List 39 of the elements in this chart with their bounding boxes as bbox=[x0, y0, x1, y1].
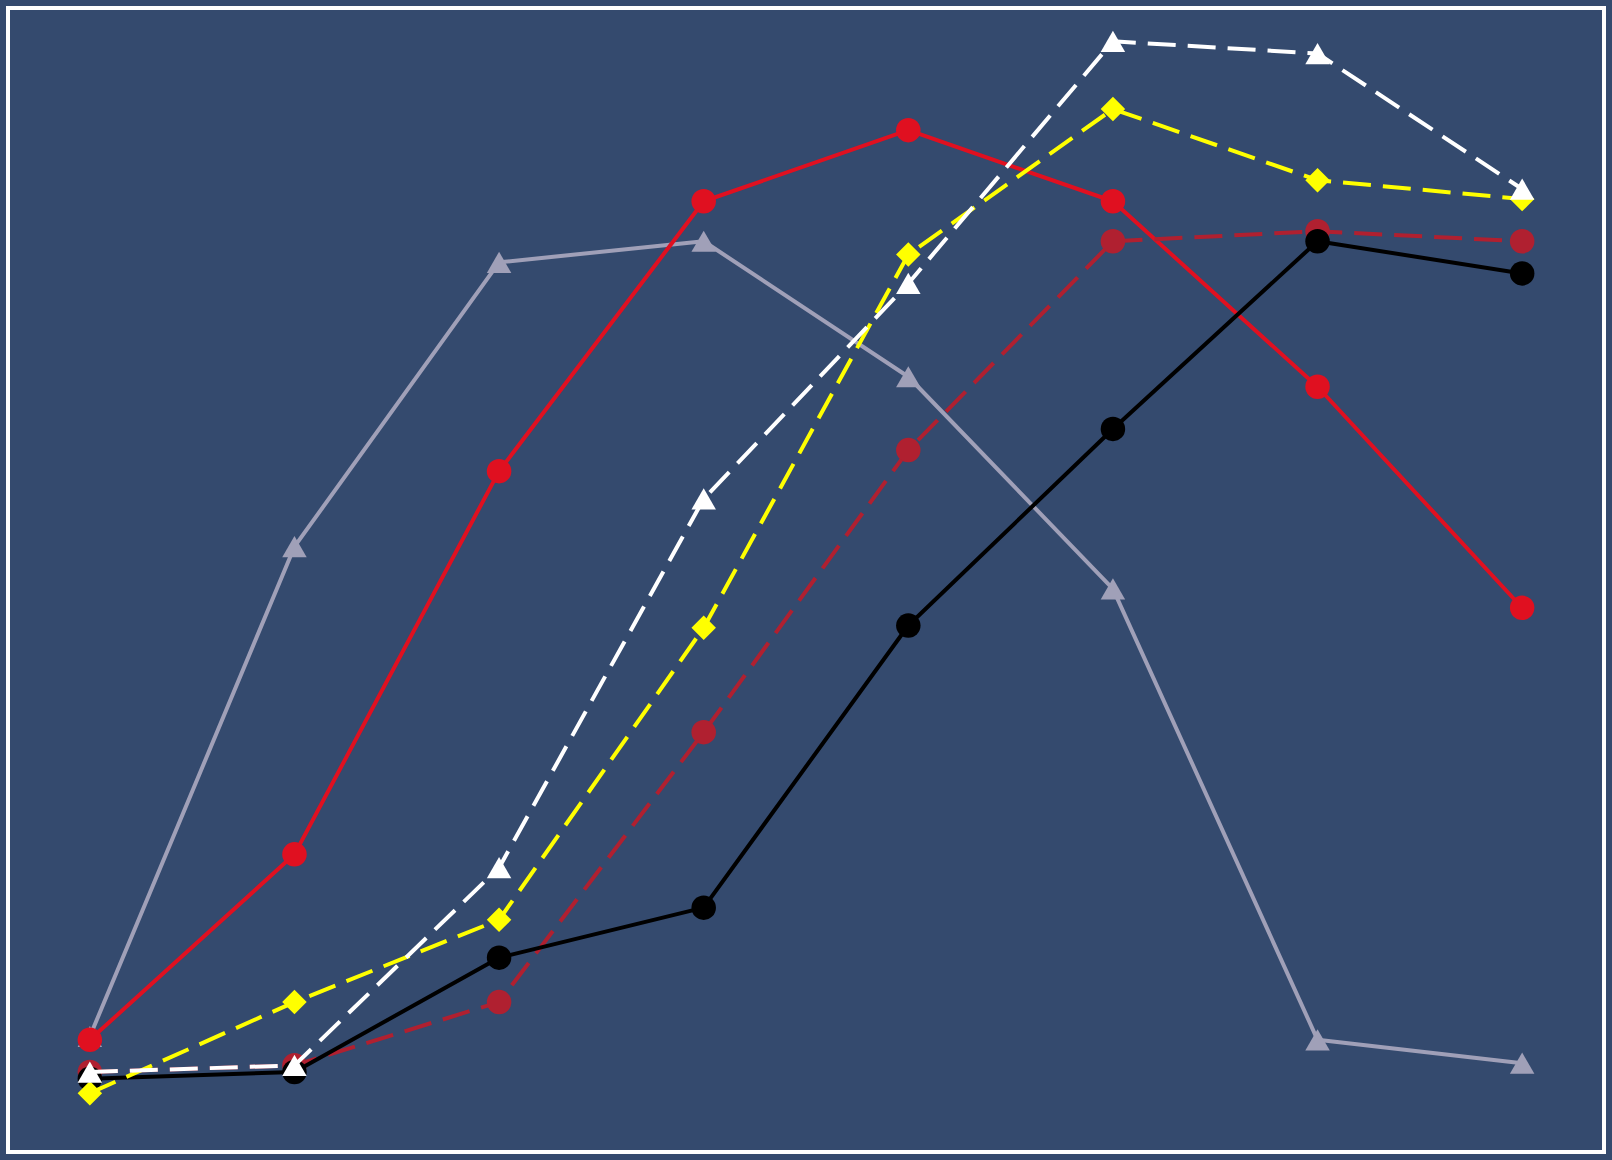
point bbox=[691, 230, 716, 252]
point bbox=[486, 251, 512, 273]
point bbox=[691, 615, 716, 641]
point bbox=[1509, 178, 1535, 200]
point bbox=[282, 536, 307, 558]
point bbox=[1305, 167, 1330, 193]
point bbox=[486, 857, 512, 879]
point bbox=[1509, 229, 1535, 254]
point bbox=[896, 613, 921, 638]
point bbox=[486, 989, 512, 1015]
point bbox=[282, 842, 307, 867]
point bbox=[77, 1027, 103, 1053]
point bbox=[896, 117, 921, 143]
point bbox=[691, 189, 716, 214]
point bbox=[691, 488, 716, 510]
point bbox=[1100, 416, 1126, 442]
point bbox=[1305, 1029, 1330, 1051]
point bbox=[896, 437, 921, 463]
point bbox=[1100, 578, 1126, 600]
point bbox=[77, 1080, 103, 1106]
point bbox=[1305, 229, 1330, 254]
point bbox=[1100, 229, 1126, 254]
point bbox=[1305, 42, 1330, 65]
point bbox=[896, 272, 921, 295]
point bbox=[1305, 374, 1330, 399]
point bbox=[486, 907, 512, 933]
point bbox=[1509, 595, 1535, 620]
point bbox=[1100, 96, 1126, 122]
point bbox=[896, 242, 921, 267]
point bbox=[691, 719, 716, 745]
point bbox=[896, 366, 921, 388]
point bbox=[486, 458, 512, 484]
point bbox=[1100, 30, 1126, 52]
point bbox=[1509, 1052, 1535, 1074]
point bbox=[1509, 261, 1535, 286]
point bbox=[1100, 189, 1126, 214]
point bbox=[691, 895, 716, 920]
point bbox=[282, 989, 307, 1015]
point bbox=[486, 945, 512, 970]
